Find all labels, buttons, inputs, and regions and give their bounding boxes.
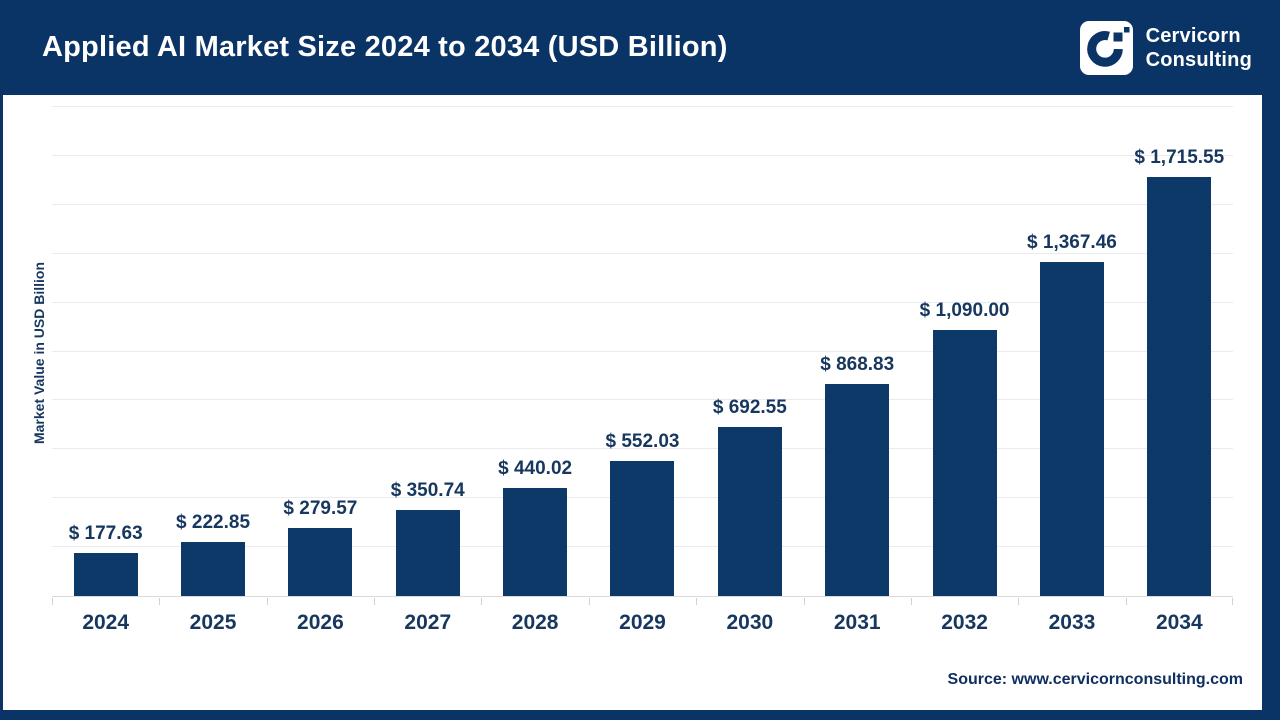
bar-2029	[610, 461, 675, 596]
brand-name-line1: Cervicorn	[1145, 24, 1241, 47]
plot-area: $ 177.63 $ 222.85 $ 279.57 $ 350.74 $ 440.02…	[52, 106, 1233, 597]
chart-panel: Market Value in USD Billion $ 177.63 $ 22…	[3, 95, 1262, 710]
bar-2027	[395, 510, 460, 596]
x-axis-labels: 2024 2025 2026 2027 2028 2029 2030 2031 2032 2033…	[52, 611, 1233, 641]
source-note: Source: www.cervicornconsulting.com	[947, 671, 1243, 688]
bar-slot-2029: $ 552.03	[589, 108, 696, 596]
bar-value-label: $ 350.74	[390, 480, 465, 502]
x-axis-label-2029: 2029	[619, 611, 666, 634]
bar-value-label: $ 1,090.00	[919, 299, 1010, 321]
gridline	[52, 301, 1233, 303]
y-axis-title: Market Value in USD Billion	[31, 261, 47, 445]
gridline	[52, 399, 1233, 401]
bar-2026	[288, 527, 353, 596]
header: Applied AI Market Size 2024 to 2034 (USD…	[0, 0, 1280, 95]
brand-name-line2: Consulting	[1145, 48, 1252, 71]
bar-2028	[503, 488, 568, 596]
gridline	[52, 203, 1233, 205]
bar-slot-2030: $ 692.55	[696, 108, 803, 596]
bar-value-label: $ 1,715.55	[1134, 146, 1225, 168]
bar-value-label: $ 222.85	[176, 511, 251, 533]
bar-2032	[932, 329, 997, 596]
bar-value-label: $ 177.63	[68, 522, 143, 544]
x-axis-tick	[803, 598, 805, 605]
x-axis-tick	[1018, 598, 1020, 605]
x-axis-tick	[159, 598, 161, 605]
gridline	[52, 252, 1233, 254]
gridline	[52, 106, 1233, 107]
x-axis-label-2025: 2025	[189, 611, 237, 634]
x-axis-label-2031: 2031	[833, 611, 881, 634]
bar-slot-2031: $ 868.83	[804, 108, 911, 596]
x-axis-tick	[52, 598, 53, 605]
x-axis-tick	[374, 598, 376, 605]
brand-logo: Cervicorn Consulting	[1079, 20, 1252, 75]
page-title: Applied AI Market Size 2024 to 2034 (USD…	[42, 31, 728, 63]
x-axis-label-2024: 2024	[82, 611, 130, 634]
bar-slot-2024: $ 177.63	[52, 108, 159, 596]
bar-slot-2026: $ 279.57	[267, 108, 374, 596]
x-axis-label-2030: 2030	[726, 611, 774, 634]
bar-value-label: $ 552.03	[605, 431, 680, 453]
x-axis-label-2033: 2033	[1048, 611, 1096, 634]
bar-slot-2025: $ 222.85	[159, 108, 266, 596]
bar-2034	[1147, 176, 1212, 596]
x-axis-tick	[1125, 598, 1127, 605]
bar-value-label: $ 440.02	[498, 458, 573, 480]
x-axis-label-2027: 2027	[404, 611, 452, 634]
bar-slot-2027: $ 350.74	[374, 108, 481, 596]
bar-2031	[825, 383, 890, 596]
gridline	[52, 154, 1233, 156]
x-axis-ticks	[52, 598, 1233, 605]
x-axis-tick	[266, 598, 268, 605]
brand-logo-icon	[1079, 20, 1133, 75]
bar-2024	[73, 552, 138, 596]
x-axis-tick	[1232, 598, 1233, 605]
bar-value-label: $ 868.83	[820, 353, 895, 375]
bar-slot-2034: $ 1,715.55	[1126, 108, 1233, 596]
x-axis-label-2034: 2034	[1155, 611, 1203, 634]
bar-slot-2028: $ 440.02	[481, 108, 588, 596]
gridline	[52, 448, 1233, 450]
bar-value-label: $ 692.55	[712, 396, 787, 418]
bar-2033	[1039, 261, 1104, 596]
x-axis-tick	[588, 598, 590, 605]
x-axis-label-2028: 2028	[511, 611, 559, 634]
gridline	[52, 350, 1233, 352]
bar-2025	[181, 541, 246, 596]
brand-name: Cervicorn Consulting	[1146, 24, 1252, 72]
x-axis-tick	[696, 598, 698, 605]
x-axis-label-2032: 2032	[941, 611, 988, 634]
bar-value-label: $ 1,367.46	[1027, 231, 1117, 253]
x-axis-tick	[481, 598, 483, 605]
x-axis-label-2026: 2026	[297, 611, 344, 634]
bar-slot-2033: $ 1,367.46	[1018, 108, 1125, 596]
x-axis-tick	[910, 598, 912, 605]
bar-slot-2032: $ 1,090.00	[911, 108, 1018, 596]
bar-2030	[717, 426, 782, 596]
bar-value-label: $ 279.57	[283, 497, 358, 519]
